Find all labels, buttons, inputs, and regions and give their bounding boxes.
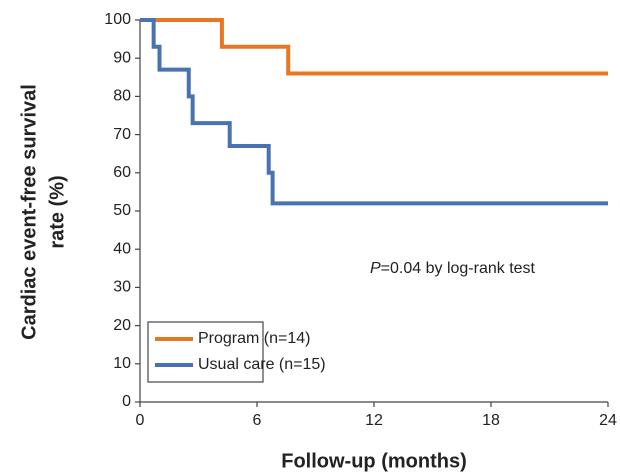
y-tick-label: 0 [122, 393, 131, 410]
legend-box [147, 321, 264, 383]
y-axis-title-line: rate (%) [46, 175, 68, 248]
y-tick-label: 90 [113, 49, 131, 66]
survival-curve [140, 18, 608, 206]
x-tick-label: 18 [482, 412, 500, 429]
y-tick-label: 20 [113, 317, 131, 334]
x-tick-label: 6 [253, 412, 262, 429]
y-tick-label: 30 [113, 279, 131, 296]
annotation-italic: P [370, 260, 381, 277]
y-tick-label: 50 [113, 202, 131, 219]
y-tick-label: 70 [113, 126, 131, 143]
legend-label: Usual care (n=15) [198, 356, 326, 373]
y-axis-title-line: Cardiac event-free survival [18, 84, 40, 340]
y-tick-label: 100 [104, 11, 131, 28]
y-tick-label: 80 [113, 88, 131, 105]
annotation: P=0.04 by log-rank test [370, 260, 536, 277]
survival-curve [140, 18, 608, 76]
legend-label: Program (n=14) [198, 330, 311, 347]
x-tick-label: 12 [365, 412, 383, 429]
y-axis-title: Cardiac event-free survival rate (%) [18, 84, 68, 340]
legend: Program (n=14) Usual care (n=15) [147, 321, 326, 383]
x-axis-title: Follow-up (months) [281, 450, 467, 472]
y-tick-label: 10 [113, 355, 131, 372]
x-tick-label: 0 [136, 412, 145, 429]
annotation-text: =0.04 by log-rank test [381, 260, 536, 277]
y-tick-label: 40 [113, 240, 131, 257]
y-tick-label: 60 [113, 164, 131, 181]
x-tick-label: 24 [599, 412, 617, 429]
